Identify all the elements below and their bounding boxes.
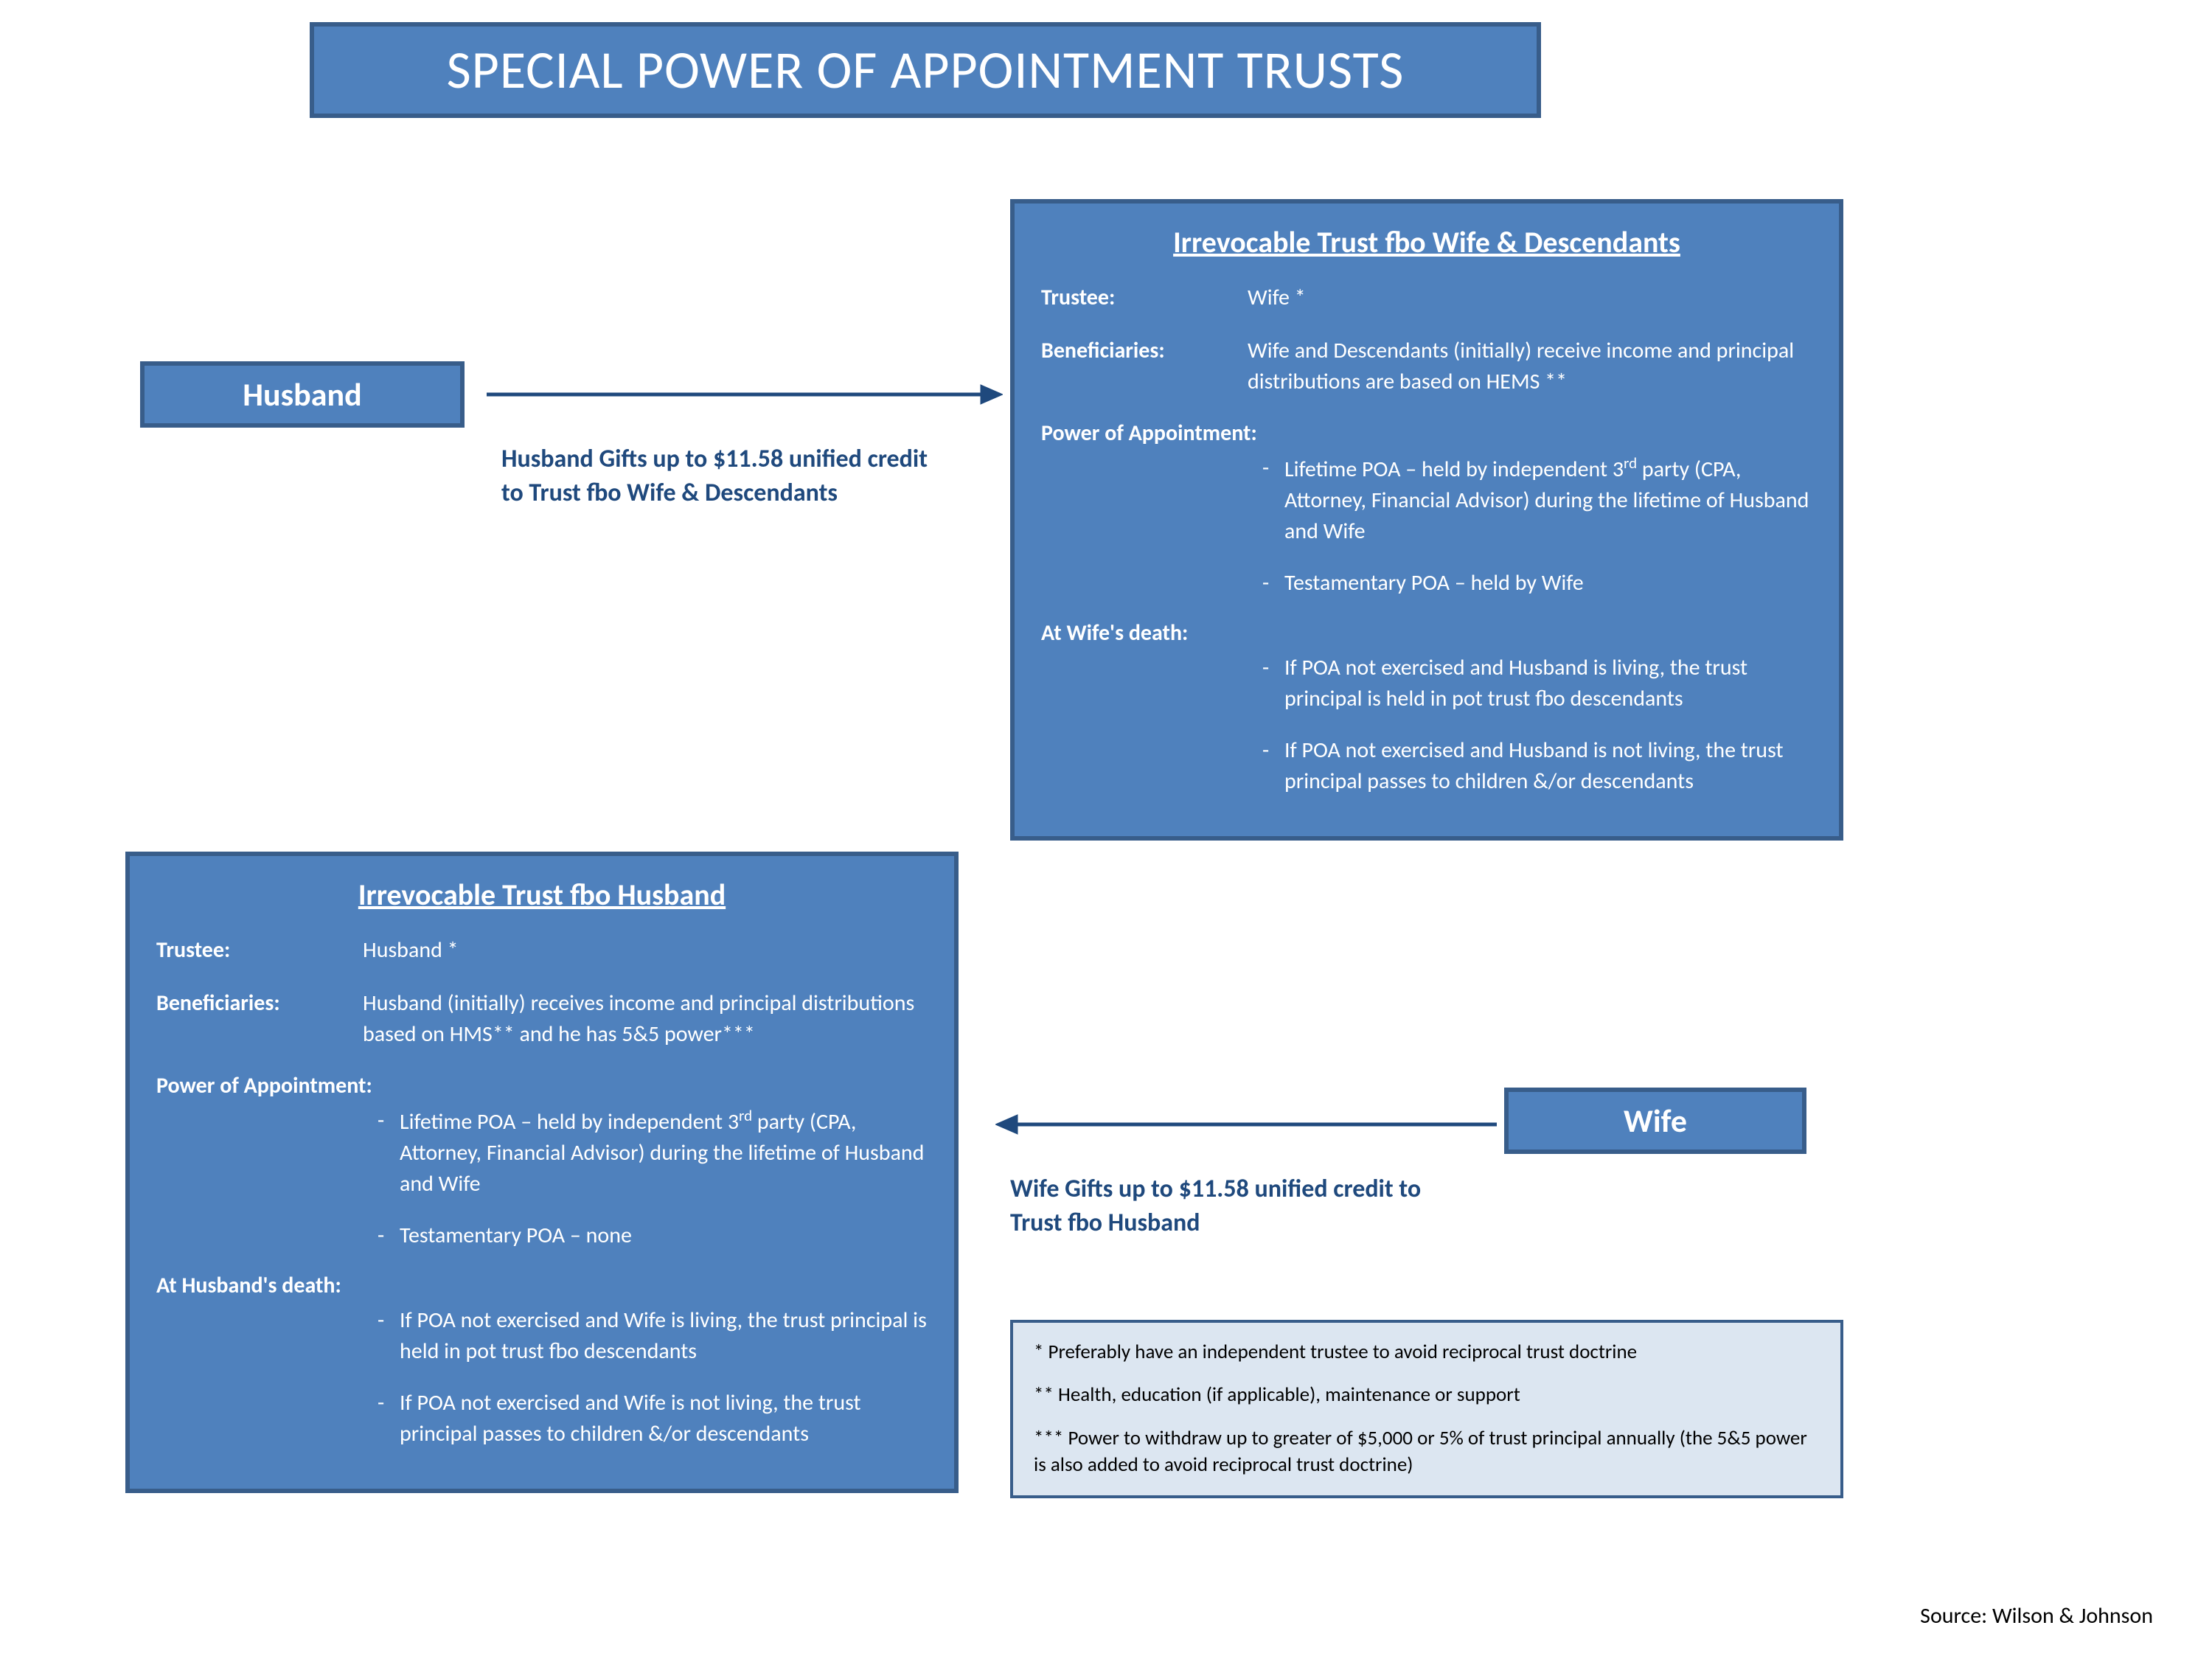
footnote-3: *** Power to withdraw up to greater of $… [1034, 1425, 1820, 1479]
poa-item-1: Lifetime POA – held by independent 3rd p… [1262, 453, 1812, 547]
death-item-1: If POA not exercised and Husband is livi… [1262, 653, 1812, 714]
arrow-husband-to-trust [487, 376, 1003, 420]
trustee-value: Wife * [1248, 282, 1812, 313]
arrow-wife-to-trust [995, 1106, 1497, 1150]
wife-trust-title: Irrevocable Trust fbo Wife & Descendants [1041, 224, 1812, 260]
death-item-2: If POA not exercised and Wife is not liv… [378, 1388, 928, 1450]
trustee-value: Husband * [363, 935, 928, 966]
ben-label: Beneficiaries: [156, 988, 363, 1050]
poa-list: Lifetime POA – held by independent 3rd p… [1041, 453, 1812, 599]
source-label: Source: Wilson & Johnson [1920, 1602, 2153, 1630]
death-list: If POA not exercised and Wife is living,… [156, 1305, 928, 1450]
footnote-1: * Preferably have an independent trustee… [1034, 1339, 1820, 1366]
ben-value: Husband (initially) receives income and … [363, 988, 928, 1050]
death-item-1: If POA not exercised and Wife is living,… [378, 1305, 928, 1367]
poa-label: Power of Appointment: [156, 1072, 928, 1099]
wife-node: Wife [1504, 1088, 1806, 1154]
ben-value: Wife and Descendants (initially) receive… [1248, 335, 1812, 397]
trustee-label: Trustee: [156, 935, 363, 966]
wife-trust-trustee-row: Trustee: Wife * [1041, 282, 1812, 313]
death-item-2: If POA not exercised and Husband is not … [1262, 735, 1812, 797]
husband-gift-label: Husband Gifts up to $11.58 unified credi… [501, 442, 944, 510]
wife-trust-ben-row: Beneficiaries: Wife and Descendants (ini… [1041, 335, 1812, 397]
poa-item-2: Testamentary POA – none [378, 1220, 928, 1251]
death-list: If POA not exercised and Husband is livi… [1041, 653, 1812, 797]
death-label: At Husband's death: [156, 1272, 928, 1299]
husband-trust-title: Irrevocable Trust fbo Husband [156, 877, 928, 913]
husband-node: Husband [140, 361, 465, 428]
wife-gift-label: Wife Gifts up to $11.58 unified credit t… [1010, 1172, 1467, 1240]
footnote-2: ** Health, education (if applicable), ma… [1034, 1382, 1820, 1408]
husband-trust-trustee-row: Trustee: Husband * [156, 935, 928, 966]
husband-trust-ben-row: Beneficiaries: Husband (initially) recei… [156, 988, 928, 1050]
page-title: SPECIAL POWER OF APPOINTMENT TRUSTS [310, 22, 1541, 118]
footnotes-box: * Preferably have an independent trustee… [1010, 1320, 1843, 1498]
husband-trust-box: Irrevocable Trust fbo Husband Trustee: H… [125, 852, 959, 1493]
poa-list: Lifetime POA – held by independent 3rd p… [156, 1105, 928, 1251]
poa-label: Power of Appointment: [1041, 420, 1812, 447]
death-label: At Wife's death: [1041, 619, 1812, 647]
trustee-label: Trustee: [1041, 282, 1248, 313]
ben-label: Beneficiaries: [1041, 335, 1248, 397]
poa-item-2: Testamentary POA – held by Wife [1262, 568, 1812, 599]
poa-item-1: Lifetime POA – held by independent 3rd p… [378, 1105, 928, 1200]
wife-trust-box: Irrevocable Trust fbo Wife & Descendants… [1010, 199, 1843, 841]
